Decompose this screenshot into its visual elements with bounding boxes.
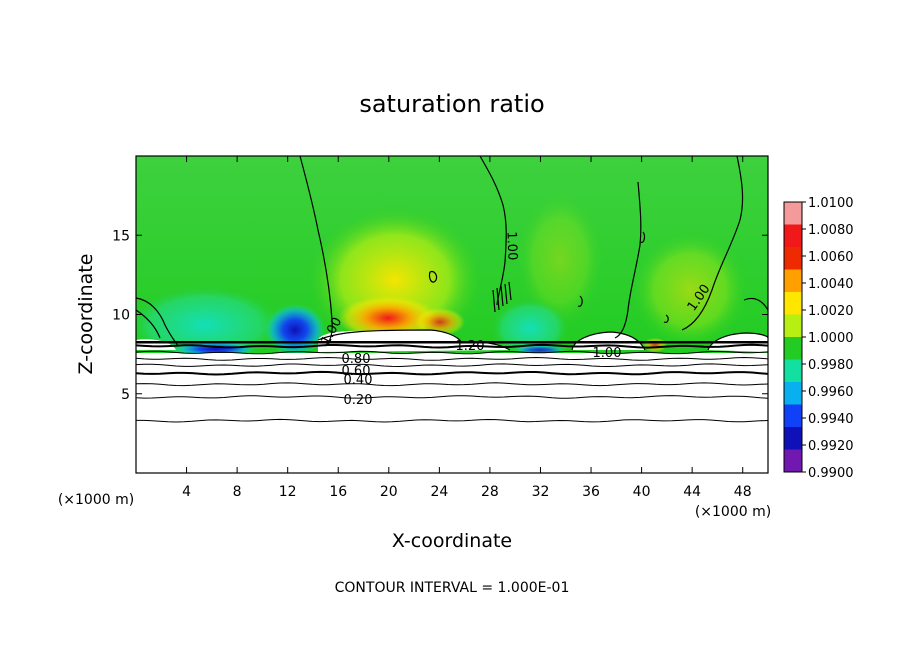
- colorbar-swatch: [784, 314, 802, 338]
- contour-line-5: [136, 297, 179, 347]
- x-tick-label: 24: [430, 484, 448, 500]
- contour-interval-note: CONTOUR INTERVAL = 1.000E-01: [335, 580, 570, 596]
- contour-label-3: 1.00: [593, 346, 622, 361]
- colorbar-swatch: [784, 449, 802, 473]
- upper-contours: [136, 156, 768, 351]
- heatmap-orange-region-right: [643, 338, 667, 352]
- contour-line-horizontal: [136, 370, 768, 376]
- chart-title: saturation ratio: [359, 90, 544, 118]
- contour-line-14: [640, 231, 646, 243]
- contour-line-15: [663, 314, 669, 323]
- x-tick-label: 48: [734, 484, 752, 500]
- contour-line-7: [743, 297, 768, 311]
- colorbar-swatch: [784, 337, 802, 360]
- colorbar-swatch: [784, 359, 802, 383]
- x-tick-label: 8: [233, 484, 242, 500]
- contour-line-11: [428, 270, 438, 283]
- contour-line-4: [614, 181, 642, 339]
- contour-line-12: [492, 281, 512, 313]
- colorbar-tick-label: 1.0060: [808, 250, 854, 265]
- x-tick-label: 32: [532, 484, 550, 500]
- colorbar-tick-label: 1.0020: [808, 304, 854, 319]
- contour-line-horizontal: [136, 395, 768, 399]
- y-axis-ticks: 5 10 15: [112, 228, 768, 403]
- contour-label-8: 0.40: [344, 373, 373, 388]
- x-tick-label: 40: [633, 484, 651, 500]
- x-tick-label: 12: [279, 484, 297, 500]
- contour-label-2: 1.00: [503, 231, 519, 260]
- x-tick-label: 16: [329, 484, 347, 500]
- x-tick-label: 28: [481, 484, 499, 500]
- plot-area: 1.00 1.00 1.00 1.00 1.20 0.80 0.60 0.40 …: [136, 156, 768, 473]
- y-tick-label: 10: [112, 308, 130, 324]
- y-axis-title: Z-coordinate: [75, 254, 97, 375]
- heatmap-cyan-region-left: [136, 285, 285, 353]
- x-tick-label: 44: [683, 484, 701, 500]
- colorbar-tick-label: 0.9980: [808, 358, 854, 373]
- contour-line-horizontal: [136, 356, 768, 361]
- heatmap-yellow-region-right: [630, 230, 750, 350]
- colorbar-swatch: [784, 292, 802, 315]
- colorbar-tick-label: 1.0080: [808, 223, 854, 238]
- contour-label-5: 1.20: [456, 339, 485, 354]
- x-tick-label: 36: [582, 484, 600, 500]
- colorbar-tick-label: 0.9940: [808, 412, 854, 427]
- contour-line-3: [681, 156, 744, 331]
- heatmap-yellow-region-mid: [515, 190, 605, 330]
- heatmap-red-region-small: [415, 308, 465, 336]
- x-tick-label: 4: [182, 484, 191, 500]
- heatmap-blue-region-left: [265, 304, 325, 353]
- colorbar-swatch: [784, 247, 802, 270]
- colorbar-tick-label: 1.0000: [808, 331, 854, 346]
- colorbar: 1.0100 1.0080 1.0060 1.0040 1.0020 1.0000 0.99…: [783, 196, 854, 481]
- colorbar-tick-label: 0.9900: [808, 466, 854, 481]
- heatmap-field: [136, 156, 768, 353]
- contour-label-7: 0.60: [342, 364, 371, 379]
- contour-line-horizontal: [136, 382, 768, 387]
- contour-line-horizontal: [136, 363, 768, 368]
- colorbar-swatch: [784, 427, 802, 450]
- contour-line-13: [577, 295, 583, 307]
- colorbar-tick-label: 0.9920: [808, 439, 854, 454]
- colorbar-tick-label: 1.0100: [808, 196, 854, 211]
- lower-contours: [136, 340, 768, 423]
- contour-line-horizontal: [136, 418, 768, 423]
- x-tick-label: 20: [380, 484, 398, 500]
- x-unit-label: (×1000 m): [695, 504, 771, 520]
- colorbar-swatch: [784, 224, 802, 248]
- colorbar-tick-label: 1.0040: [808, 277, 854, 292]
- colorbar-tick-label: 0.9960: [808, 385, 854, 400]
- contour-label-9: 0.20: [344, 393, 373, 408]
- contour-label-6: 0.80: [342, 352, 371, 367]
- contour-line-horizontal: [136, 350, 768, 355]
- y-tick-label: 5: [121, 387, 130, 403]
- contour-line-6: [136, 309, 161, 339]
- colorbar-swatch: [784, 382, 802, 405]
- colorbar-swatch: [784, 202, 802, 225]
- y-unit-label: (×1000 m): [58, 492, 134, 508]
- heatmap-blue-region-mid: [515, 345, 565, 353]
- x-axis-ticks: 4 8 12 16 20 24 28 32 36 40 44 48: [182, 156, 752, 500]
- y-tick-label: 15: [112, 228, 130, 244]
- heatmap-red-region: [338, 296, 438, 340]
- contour-line-horizontal: [136, 343, 768, 349]
- x-axis-title: X-coordinate: [392, 530, 512, 552]
- colorbar-swatch: [784, 269, 802, 293]
- colorbar-swatch: [784, 404, 802, 428]
- heatmap-cyan-region-mid: [490, 298, 570, 353]
